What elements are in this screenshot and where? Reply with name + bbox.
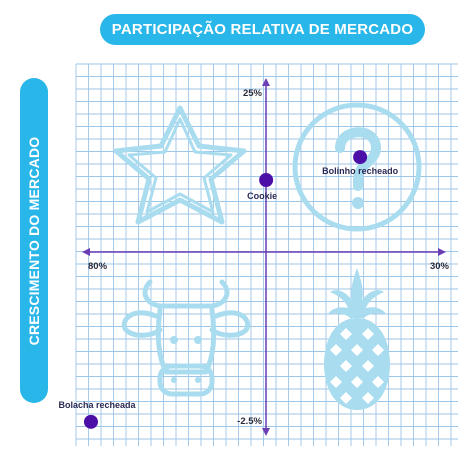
star-icon bbox=[113, 105, 247, 225]
y-tick-top: 25% bbox=[243, 88, 263, 99]
data-label-3: Bolacha recheada bbox=[58, 400, 136, 410]
data-points: Cookie Bolinho recheado Bolacha recheada bbox=[58, 150, 399, 429]
axes bbox=[82, 78, 446, 436]
chart-title-text: PARTICIPAÇÃO RELATIVA DE MERCADO bbox=[111, 21, 414, 38]
chart-title: PARTICIPAÇÃO RELATIVA DE MERCADO bbox=[100, 14, 425, 45]
x-axis-arrow-left bbox=[82, 248, 90, 256]
y-axis-arrow-top bbox=[262, 78, 270, 86]
x-tick-left: 80% bbox=[88, 261, 108, 272]
data-point-3 bbox=[83, 414, 98, 429]
y-axis-title: CRESCIMENTO DO MERCADO bbox=[20, 78, 48, 403]
cow-icon bbox=[122, 279, 250, 397]
data-point-1 bbox=[259, 173, 274, 187]
x-tick-right: 30% bbox=[430, 261, 450, 272]
pineapple-icon bbox=[324, 268, 390, 410]
data-point-2 bbox=[353, 150, 368, 165]
data-label-1: Cookie bbox=[247, 191, 277, 201]
y-tick-bottom: -2.5% bbox=[237, 416, 262, 427]
question-mark-icon bbox=[292, 102, 422, 232]
x-axis-arrow-right bbox=[438, 248, 446, 256]
y-axis-arrow-bottom bbox=[262, 428, 270, 436]
data-label-2: Bolinho recheado bbox=[322, 166, 399, 176]
